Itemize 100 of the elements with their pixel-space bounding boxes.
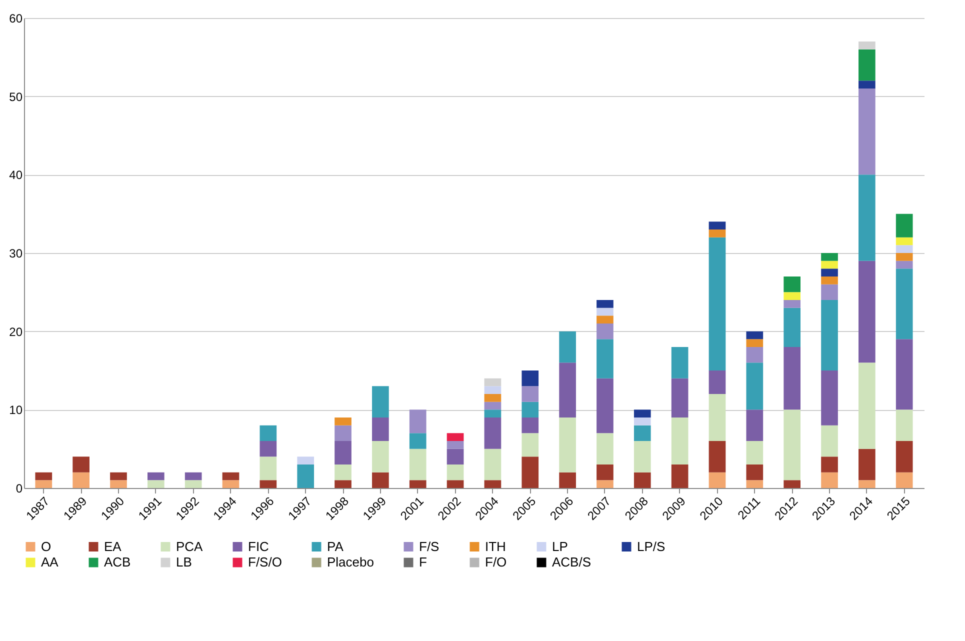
bar	[784, 308, 801, 347]
bar	[260, 480, 277, 488]
bar	[596, 480, 614, 488]
bar	[484, 448, 502, 480]
bar	[858, 362, 876, 449]
bar	[484, 386, 502, 394]
bar	[821, 370, 838, 426]
bar	[559, 362, 576, 418]
legend-label: EA	[104, 538, 122, 554]
bar	[484, 410, 502, 418]
legend-label: F	[419, 554, 427, 570]
legend-label: ACB/S	[552, 554, 592, 570]
bar	[708, 230, 726, 238]
bar	[446, 480, 464, 488]
y-tick-label: 10	[9, 403, 23, 418]
bar	[784, 347, 801, 410]
bar	[858, 448, 876, 480]
bar	[110, 472, 127, 480]
bar	[297, 456, 314, 464]
bar	[708, 472, 726, 488]
bar	[334, 425, 352, 441]
bar	[222, 480, 240, 488]
bar	[821, 300, 838, 370]
bar	[596, 316, 614, 324]
bar	[671, 347, 688, 378]
y-tick-label: 50	[9, 90, 23, 104]
bar	[184, 472, 202, 480]
bar	[671, 418, 688, 464]
y-tick-label: 30	[9, 246, 23, 260]
legend-label: FIC	[248, 538, 269, 554]
y-tick-label: 40	[9, 168, 23, 182]
bar	[147, 480, 164, 488]
legend-label: ACB	[104, 554, 131, 570]
bar	[522, 418, 539, 434]
bar	[334, 441, 352, 464]
bar	[596, 378, 614, 434]
bar	[896, 339, 913, 410]
bar	[409, 480, 426, 488]
legend-label: F/O	[485, 554, 507, 570]
bar	[784, 300, 801, 308]
legend-label: PCA	[176, 538, 204, 554]
bar	[596, 433, 614, 464]
bar	[522, 386, 539, 402]
bar	[634, 472, 651, 488]
bar	[72, 456, 90, 472]
bar	[334, 464, 352, 480]
bar	[746, 339, 764, 347]
bar	[72, 472, 90, 488]
bar	[484, 480, 502, 488]
bar	[634, 418, 651, 426]
bar	[746, 464, 764, 480]
bar	[559, 331, 576, 363]
legend-label: Placebo	[327, 554, 374, 570]
bar	[409, 433, 426, 449]
legend-label: ITH	[485, 538, 506, 554]
bar	[671, 378, 688, 418]
bar	[35, 480, 52, 488]
bar	[484, 418, 502, 449]
bar	[522, 402, 539, 418]
bar	[821, 456, 838, 472]
bar	[896, 214, 913, 238]
bar	[821, 260, 838, 269]
legend-label: LP/S	[637, 538, 666, 554]
bar	[821, 425, 838, 457]
legend-label: PA	[327, 538, 344, 554]
bar	[334, 418, 352, 426]
bar	[372, 418, 389, 441]
bar	[746, 410, 764, 441]
bar	[634, 425, 651, 441]
y-tick-label: 60	[9, 12, 23, 26]
bar	[821, 268, 838, 276]
bar	[297, 464, 314, 488]
bar	[896, 253, 913, 261]
bar	[446, 441, 464, 449]
bar	[522, 456, 539, 488]
bar	[746, 347, 764, 363]
bar	[260, 441, 277, 457]
bar	[634, 441, 651, 472]
bar	[896, 472, 913, 488]
bar	[784, 276, 801, 292]
legend-label: LP	[552, 538, 568, 554]
bar	[222, 472, 240, 480]
bar	[896, 260, 913, 269]
bar	[260, 425, 277, 441]
bar	[708, 441, 726, 472]
bar	[596, 339, 614, 378]
bar	[896, 268, 913, 340]
bar	[821, 276, 838, 284]
bar	[596, 308, 614, 316]
bar	[147, 472, 164, 480]
bar	[784, 292, 801, 300]
bar	[596, 300, 614, 308]
bar	[821, 472, 838, 488]
bar	[559, 418, 576, 472]
bar	[784, 480, 801, 488]
bar	[446, 464, 464, 480]
bar	[522, 370, 539, 386]
bar	[858, 174, 876, 261]
bar	[896, 441, 913, 472]
bar	[858, 88, 876, 175]
